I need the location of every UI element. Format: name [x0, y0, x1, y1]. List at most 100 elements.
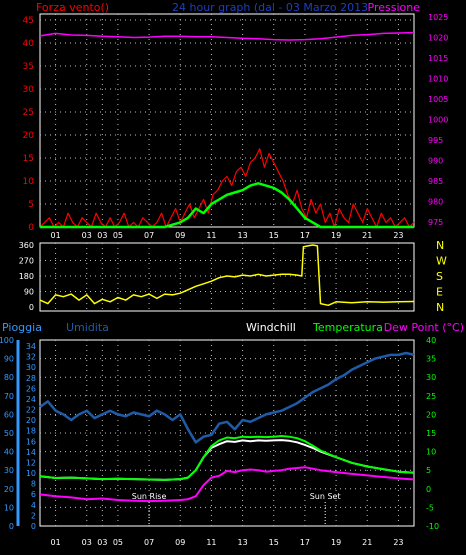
wind-tick-label: 20 [23, 131, 35, 141]
wind-axis-title: Forza vento() [36, 1, 109, 14]
temperature-legend: Temperatura [312, 321, 383, 334]
rain-tick-label: 34 [26, 342, 36, 351]
pressure-axis: 975 980 985 990 995 1000 1005 1010 1015 1020 1025 [428, 13, 448, 227]
direction-tick-label: 0 [29, 303, 34, 312]
temperature-tick-label: 35 [426, 355, 436, 364]
rain-tick-label: 0 [31, 522, 36, 531]
hour-tick-label: 11 [206, 538, 216, 547]
rain-tick-label: 28 [26, 374, 36, 383]
hour-tick-label: 17 [300, 538, 310, 547]
wind-direction-line [39, 244, 415, 307]
rain-tick-label: 6 [31, 490, 36, 499]
wind-direction-series [39, 244, 415, 307]
rain-tick-label: 2 [31, 511, 36, 520]
temperature-tick-label: 30 [426, 373, 436, 382]
hour-tick-label: 05 [113, 538, 123, 547]
rain-tick-label: 4 [31, 501, 36, 510]
hour-tick-label: 23 [393, 231, 403, 240]
wind-pressure-grid [40, 14, 414, 227]
pressure-axis-title: Pressione [368, 1, 421, 14]
chart-title: 24 hour graph (dal - 03 Marzo 2013 [172, 1, 368, 14]
pressure-tick-label: 1025 [428, 13, 448, 22]
temperature-grid [40, 340, 414, 526]
hour-tick-label: 07 [144, 231, 154, 240]
hour-tick-label: 01 [50, 231, 60, 240]
wind-speed-axis: 0 5 10 15 20 25 30 35 40 45 [23, 16, 35, 233]
hour-axis-top: 01 03 03 05 07 09 11 13 15 17 19 21 23 [50, 231, 403, 240]
direction-tick-label: 90 [24, 288, 34, 297]
temperature-tick-label: 25 [426, 392, 436, 401]
compass-label: W [436, 255, 447, 268]
wind-tick-label: 30 [23, 85, 35, 95]
wind-direction-frame [39, 242, 415, 312]
temperature-tick-label: -5 [426, 503, 434, 512]
pressure-tick-label: 985 [428, 177, 443, 186]
rain-tick-label: 18 [26, 427, 36, 436]
humidity-tick-label: 40 [4, 448, 14, 457]
temperature-tick-label: 5 [426, 466, 431, 475]
hour-tick-label: 11 [206, 231, 216, 240]
humidity-tick-label: 100 [0, 336, 14, 345]
dewpoint-legend: Dew Point (°C) [384, 321, 464, 334]
hour-tick-label: 15 [269, 538, 279, 547]
wind_avg-line [40, 182, 414, 229]
hour-axis-bottom: 01 03 03 05 07 09 11 13 15 17 19 21 23 [50, 538, 403, 547]
temperature-tick-label: 0 [426, 485, 431, 494]
rain-tick-label: 26 [26, 384, 36, 393]
humidity-tick-label: 10 [4, 503, 14, 512]
hour-tick-label: 03 [82, 538, 92, 547]
wind-tick-label: 0 [28, 223, 34, 233]
hour-tick-label: 19 [331, 231, 341, 240]
sun-marker-label: Sun Set [310, 492, 341, 501]
direction-tick-label: 270 [19, 257, 34, 266]
pressure-tick-label: 995 [428, 136, 443, 145]
rain-tick-label: 10 [26, 469, 36, 478]
compass-label: N [436, 301, 444, 314]
rain-axis-title: Pioggia [2, 321, 42, 334]
humidity-tick-label: 80 [4, 373, 14, 382]
dewpoint-line [39, 466, 415, 503]
hour-tick-label: 15 [269, 231, 279, 240]
hour-tick-label: 03 [82, 231, 92, 240]
humidity-axis: 0 10 20 30 40 50 60 70 80 90 100 [0, 336, 14, 531]
pressure-tick-label: 1005 [428, 95, 448, 104]
rain-tick-label: 32 [26, 353, 36, 362]
sun-marker-label: Sun Rise [132, 492, 167, 501]
hour-tick-label: 17 [300, 231, 310, 240]
wind-tick-label: 15 [23, 154, 34, 164]
temperature-tick-label: -10 [426, 522, 439, 531]
temperature-tick-label: 20 [426, 410, 436, 419]
temperature-tick-label: 15 [426, 429, 436, 438]
hour-tick-label: 13 [237, 231, 247, 240]
hour-tick-label: 09 [175, 231, 185, 240]
sun-annotations: Sun Rise Sun Set [132, 492, 341, 526]
direction-tick-label: 180 [19, 272, 34, 281]
rain-tick-label: 8 [31, 480, 36, 489]
humidity-tick-label: 30 [4, 466, 14, 475]
temperature-line [39, 435, 415, 481]
hour-tick-label: 07 [144, 538, 154, 547]
windchill-legend: Windchill [246, 321, 296, 334]
pressure-tick-label: 1010 [428, 75, 448, 84]
wind-tick-label: 40 [23, 39, 35, 49]
hour-tick-label: 09 [175, 538, 185, 547]
humidity-tick-label: 70 [4, 392, 14, 401]
pressure-tick-label: 975 [428, 218, 443, 227]
compass-label: E [436, 286, 443, 299]
wind_gust-line [39, 148, 415, 228]
humidity-tick-label: 20 [4, 485, 14, 494]
hour-tick-label: 05 [113, 231, 123, 240]
pressure-line [39, 31, 415, 41]
pressure-tick-label: 1015 [428, 54, 448, 63]
wind-pressure-series [39, 31, 415, 229]
humidity-line [39, 351, 415, 444]
hour-tick-label: 21 [362, 231, 372, 240]
hour-tick-label: 13 [237, 538, 247, 547]
wind-tick-label: 45 [23, 16, 34, 26]
rain-tick-label: 22 [26, 406, 36, 415]
rain-tick-label: 20 [26, 416, 36, 425]
